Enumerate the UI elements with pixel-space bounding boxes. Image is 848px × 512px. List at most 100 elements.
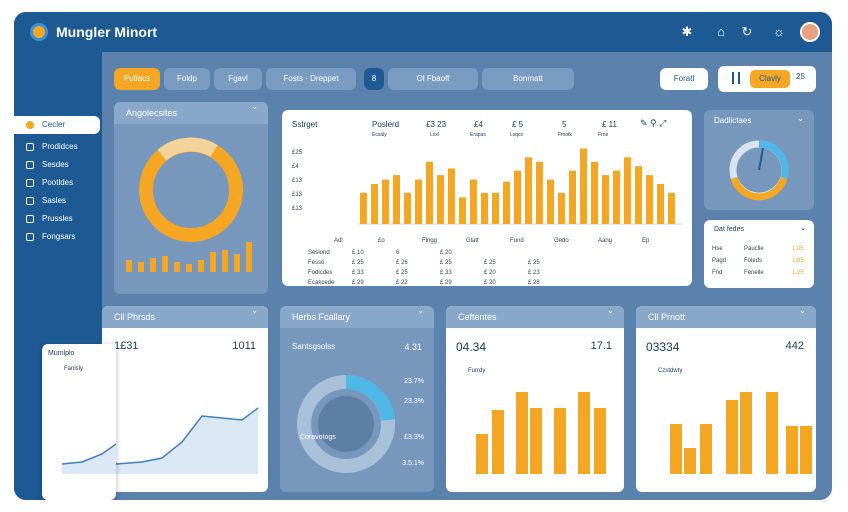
chevron-down-icon[interactable]: ⌄ xyxy=(797,114,804,123)
chevron-down-icon[interactable]: ⌄ xyxy=(799,306,806,315)
radial-card: Dadlictaes ⌄ xyxy=(704,110,814,210)
card-2-stat-2: 23.7% xyxy=(404,378,424,385)
tab-6[interactable]: 5 xyxy=(562,120,567,129)
tab-5[interactable]: £ 5 xyxy=(512,120,524,129)
ring-inner-label: Coravotogs xyxy=(300,434,336,441)
tab-4[interactable]: £4 xyxy=(474,120,483,129)
stats-card-title: Dat fedes xyxy=(714,226,744,233)
tab-sub-3: Lsqcs xyxy=(510,132,524,138)
table-cell: £ 25 xyxy=(484,260,496,266)
card-3-value: 04.34 xyxy=(456,340,487,354)
bar xyxy=(481,192,488,224)
card-1-value: 1£31 xyxy=(114,340,139,352)
sidebar-item-fongsars[interactable]: Fongsars xyxy=(14,228,100,246)
bar xyxy=(536,161,543,224)
chart-icon xyxy=(26,179,34,187)
filter-pill-fbaoff[interactable]: Ol Fbaoff xyxy=(388,68,478,90)
chevron-down-icon[interactable]: ⌄ xyxy=(251,102,258,111)
sidebar-item-pootldes[interactable]: Pootldes xyxy=(14,174,100,192)
table-cell: Fodicdes xyxy=(308,270,333,276)
bar xyxy=(569,170,576,224)
chevron-down-icon[interactable]: ⌄ xyxy=(417,306,424,315)
tab-7[interactable]: £ 11 xyxy=(602,120,617,129)
bar xyxy=(624,157,631,224)
top-bar: Mungler Minort ✱ ⌂ ↻ ☼ xyxy=(14,12,832,52)
table-header: Gedo xyxy=(554,238,569,244)
avatar[interactable] xyxy=(800,22,820,42)
contact-button[interactable]: Foratl xyxy=(660,68,708,90)
donut-card: Angolecsites ⌄ xyxy=(114,102,268,294)
filter-pill-bonmatt[interactable]: Bonmatt xyxy=(482,68,574,90)
card-2-stat-5: 3.5.1% xyxy=(402,460,424,467)
filter-pill-foldp[interactable]: Foldp xyxy=(164,68,210,90)
bar xyxy=(558,192,565,224)
gauge-chart xyxy=(729,140,789,201)
document-icon xyxy=(26,161,34,169)
bottom-card-3-title: Ceftentes xyxy=(446,306,624,328)
toolbar-icons[interactable]: ✎ ⚲ ⤢ xyxy=(640,118,667,128)
table-header: Aang xyxy=(598,238,613,244)
filter-pill-fosts[interactable]: Fosts · Dreppet xyxy=(266,68,356,90)
bottom-card-1-title: Cll Phrsds xyxy=(102,306,268,328)
bar xyxy=(668,192,675,224)
stats-cell: Fenelle xyxy=(744,270,764,276)
filter-pill-8[interactable]: 8 xyxy=(364,68,384,90)
bar xyxy=(525,157,532,224)
home-icon[interactable]: ⌂ xyxy=(717,24,725,39)
sidebar-item-cecler[interactable]: Cecler xyxy=(14,116,100,134)
table-cell: Seslond xyxy=(308,250,330,256)
bar xyxy=(415,179,422,224)
filter-pill-fgavl[interactable]: Fgavl xyxy=(214,68,262,90)
sidebar-item-sasles[interactable]: Sasles xyxy=(14,192,100,210)
y-tick-label: £13 xyxy=(292,206,303,212)
chevron-down-icon[interactable]: ⌄ xyxy=(607,306,614,315)
bottom-card-4: Cll Prnott ⌄ 03334 442 Czstdwty xyxy=(636,306,816,492)
pause-icon[interactable] xyxy=(732,72,740,84)
bar xyxy=(547,179,554,224)
card-1-value-2: 1011 xyxy=(232,340,256,352)
filter-pill-puflacs[interactable]: Puflacs xyxy=(114,68,160,90)
users-icon xyxy=(26,215,34,223)
bar xyxy=(646,175,653,224)
app-logo-icon xyxy=(30,23,48,41)
tab-3[interactable]: £3 23 xyxy=(426,120,447,129)
bottom-card-2-title: Herbs Fcallary xyxy=(280,306,434,328)
table-cell: £ 23 xyxy=(528,270,540,276)
chevron-down-icon[interactable]: ⌄ xyxy=(251,306,258,315)
bar xyxy=(448,168,455,224)
radial-card-title: Dadlictaes xyxy=(714,116,752,125)
chip-clavly[interactable]: Clavly xyxy=(750,70,790,88)
bottom-card-1: Cll Phrsds ⌄ 1£31 1011 xyxy=(102,306,268,492)
stats-cell: Pagd xyxy=(712,258,727,264)
sidebar-item-prodidces[interactable]: Prodidces xyxy=(14,138,100,156)
table-cell: 6 xyxy=(396,250,400,256)
sidebar-item-sesdes[interactable]: Sesdes xyxy=(14,156,100,174)
sidebar-item-prussles[interactable]: Prussles xyxy=(14,210,100,228)
home-icon xyxy=(26,121,34,129)
bar xyxy=(613,170,620,224)
grid-icon xyxy=(26,143,34,151)
table-cell: Ecakcede xyxy=(308,280,335,286)
chevron-down-icon[interactable]: ⌄ xyxy=(800,225,806,232)
floating-panel-title: Mumlplo xyxy=(48,350,75,357)
table-cell: £ 20 xyxy=(440,250,452,256)
notification-icon[interactable]: ☼ xyxy=(773,24,785,39)
tab-sstrget[interactable]: Sstrget xyxy=(292,120,318,129)
bar xyxy=(393,175,400,224)
refresh-icon[interactable]: ↻ xyxy=(741,24,753,39)
table-cell: £ 25 xyxy=(396,270,408,276)
bar-chart-4 xyxy=(670,392,812,474)
app-title: Mungler Minort xyxy=(56,24,158,40)
tab-poslerd[interactable]: Poslerd xyxy=(372,120,400,129)
chip-count: 25 xyxy=(796,72,805,81)
bar-chart-3 xyxy=(476,392,606,474)
y-tick-label: £4 xyxy=(292,164,299,170)
card-3-subtitle: Furrdy xyxy=(468,368,486,374)
bar xyxy=(470,179,477,224)
bar xyxy=(404,192,411,224)
stats-cell: Fnd xyxy=(712,270,723,276)
settings-icon[interactable]: ✱ xyxy=(681,24,693,39)
bar xyxy=(360,192,367,224)
calendar-icon xyxy=(26,233,34,241)
tab-sub-2: Erapas xyxy=(470,132,486,138)
